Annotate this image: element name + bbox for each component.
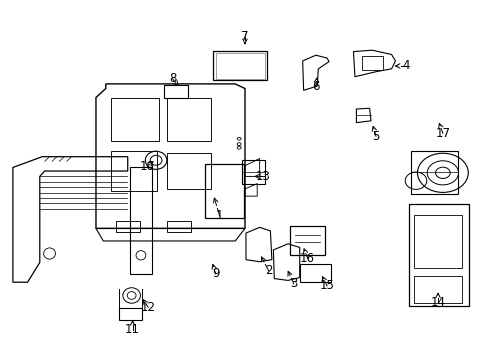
Text: 9: 9 xyxy=(212,267,220,280)
Text: 3: 3 xyxy=(290,278,297,291)
Bar xyxy=(414,215,463,268)
Text: 7: 7 xyxy=(241,30,249,43)
Text: 12: 12 xyxy=(141,301,156,314)
Text: 11: 11 xyxy=(125,323,140,336)
Text: 10: 10 xyxy=(140,160,155,173)
Bar xyxy=(167,98,211,140)
Bar xyxy=(164,85,188,98)
Bar xyxy=(242,160,265,184)
Bar xyxy=(411,151,458,194)
Bar xyxy=(290,226,325,255)
Bar xyxy=(111,151,157,191)
Text: 17: 17 xyxy=(436,127,450,140)
Text: 16: 16 xyxy=(300,252,315,265)
Bar xyxy=(213,51,267,80)
Text: 6: 6 xyxy=(312,80,319,93)
Text: 14: 14 xyxy=(431,296,445,309)
Bar xyxy=(167,221,191,232)
Text: 8: 8 xyxy=(169,72,176,85)
Bar xyxy=(414,276,463,303)
Bar xyxy=(111,98,159,140)
Text: 13: 13 xyxy=(256,170,271,183)
Bar xyxy=(216,53,265,78)
Text: 2: 2 xyxy=(265,264,272,277)
Bar xyxy=(362,56,383,69)
Bar xyxy=(167,153,211,189)
Bar xyxy=(300,264,331,282)
Text: 4: 4 xyxy=(402,59,410,72)
Text: 15: 15 xyxy=(319,279,335,292)
Text: 5: 5 xyxy=(372,130,380,143)
Text: 1: 1 xyxy=(216,210,223,222)
Bar xyxy=(116,221,140,232)
Bar xyxy=(119,309,143,320)
